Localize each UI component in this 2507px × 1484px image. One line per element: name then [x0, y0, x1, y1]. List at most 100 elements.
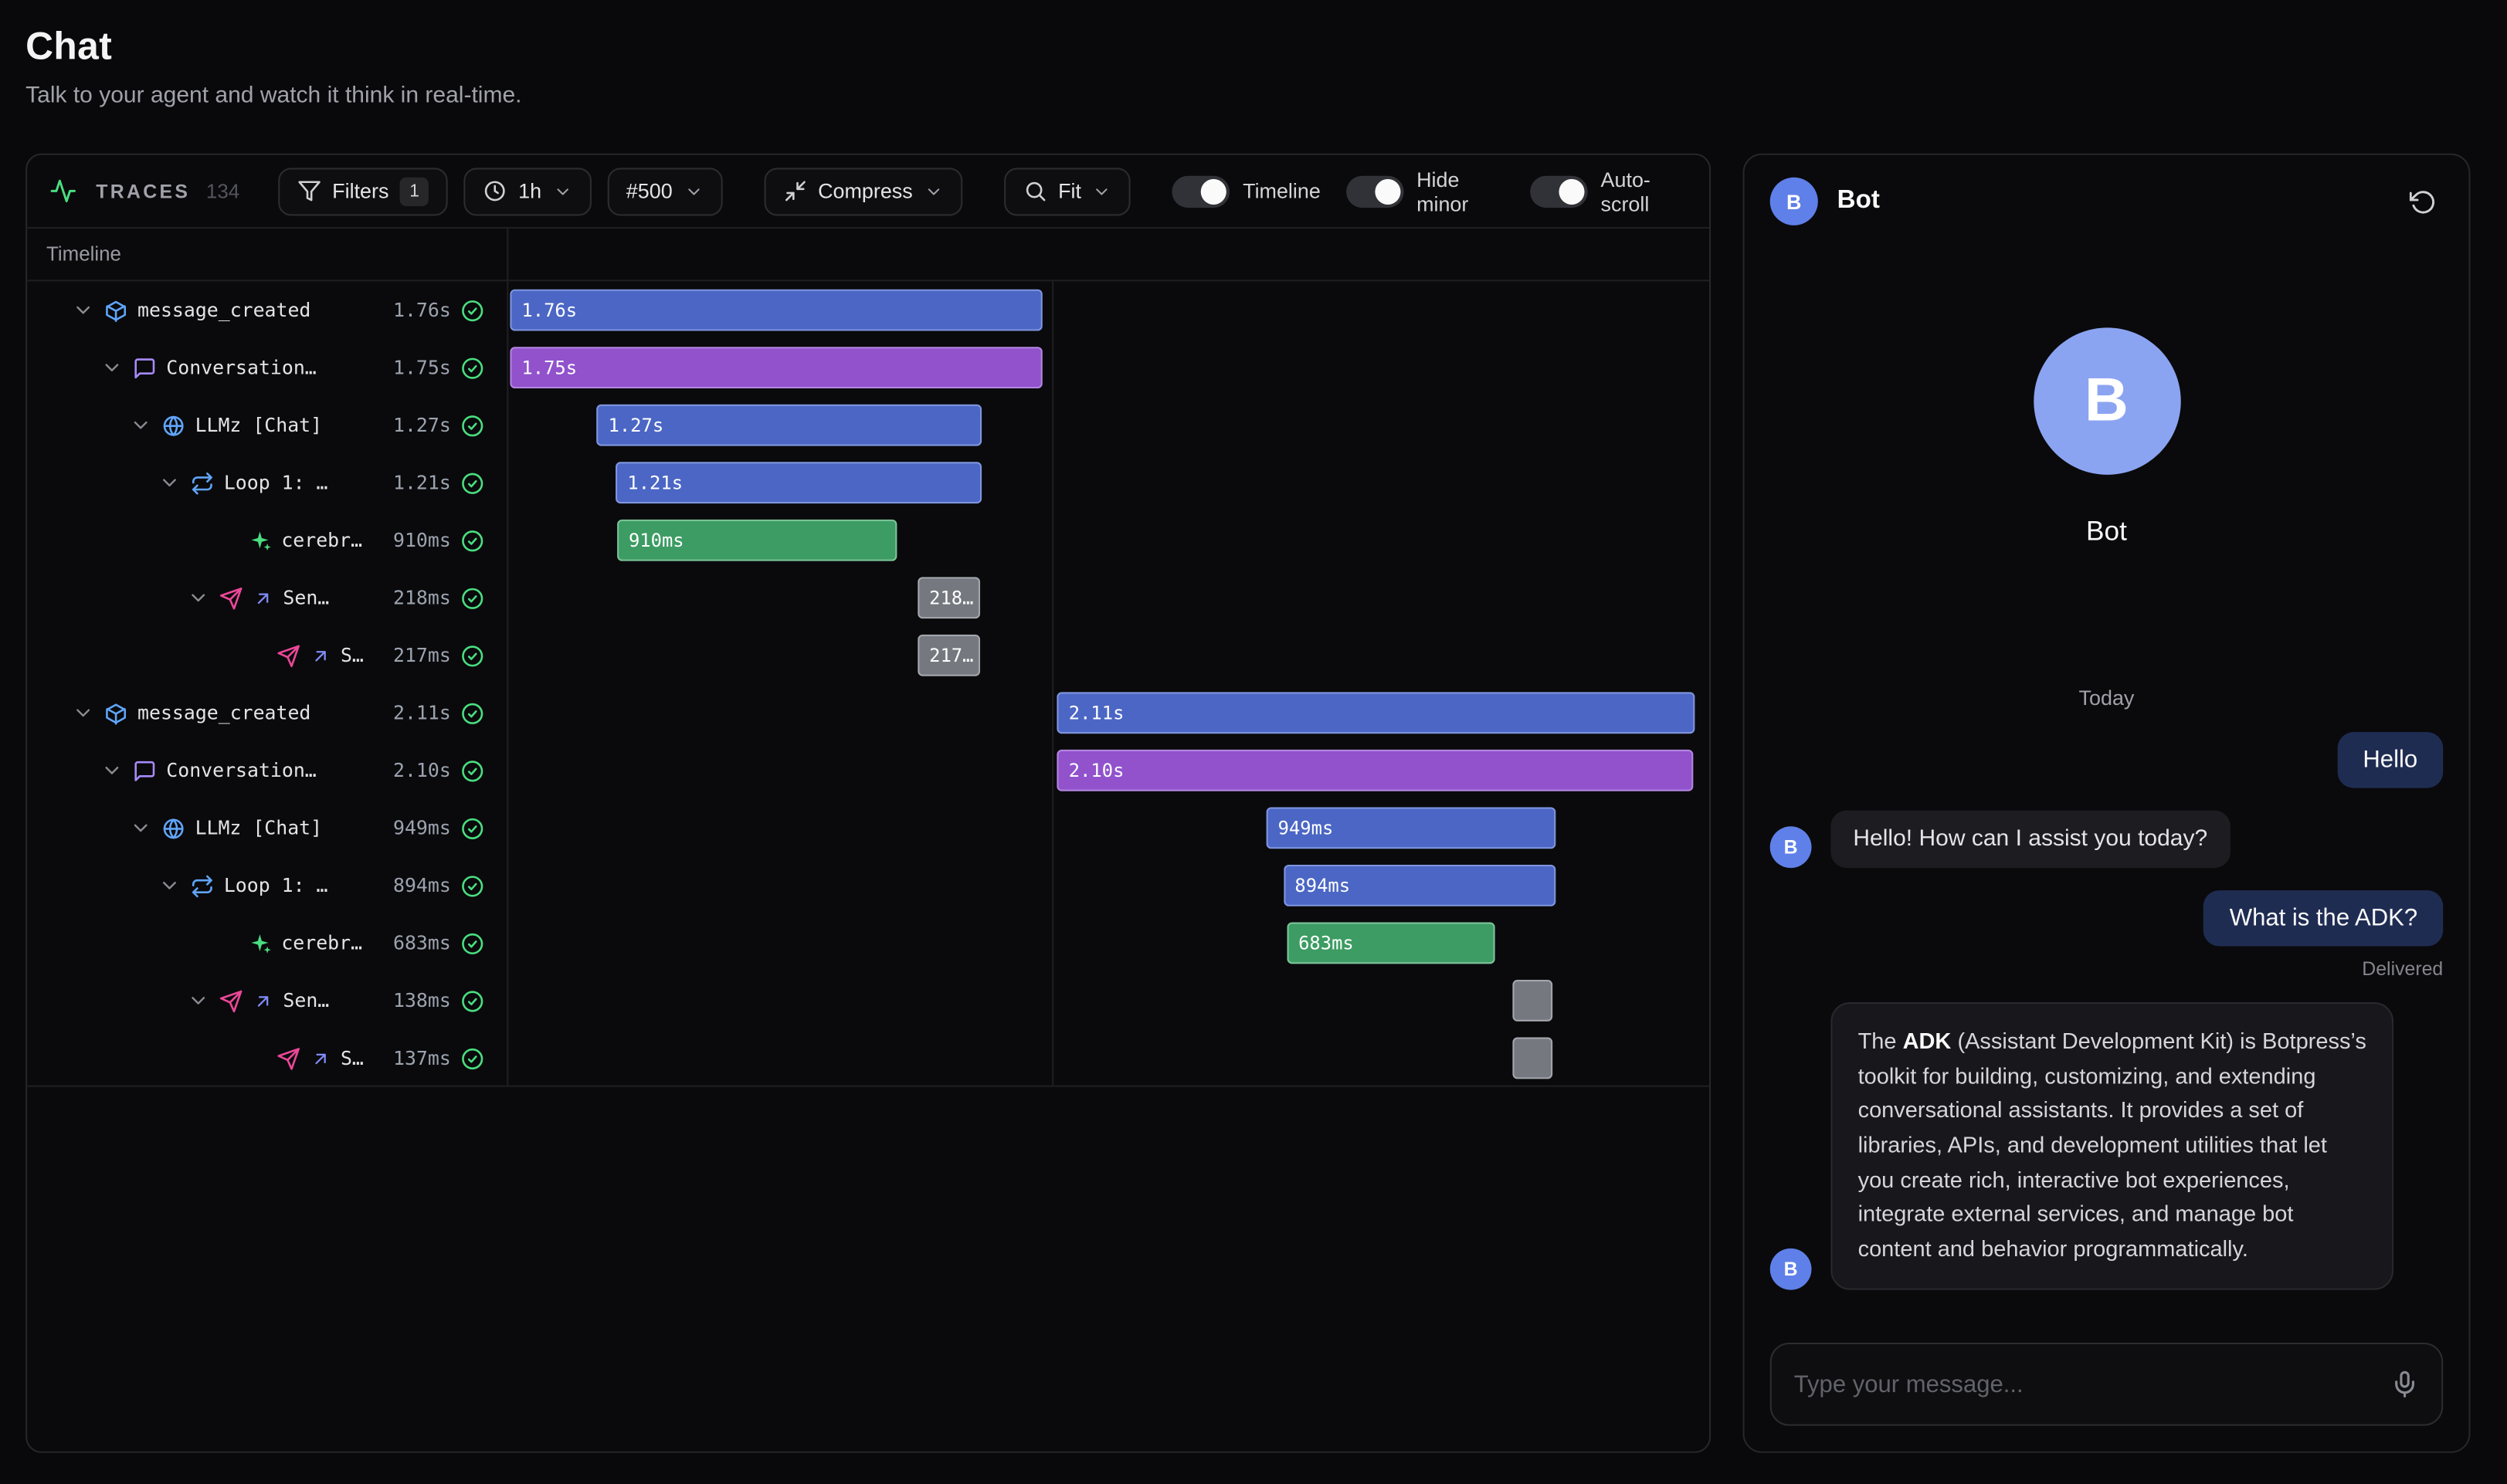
- bar-duration-label: 949ms: [1277, 816, 1334, 839]
- timeline-track: [507, 1029, 1709, 1087]
- chevron-down-icon: [924, 181, 943, 201]
- chevron-down-icon[interactable]: [100, 357, 123, 379]
- timeline-bar[interactable]: 910ms: [617, 519, 898, 561]
- trace-row[interactable]: Loop 1: … 894ms 894ms: [27, 857, 1709, 915]
- toggle-timeline[interactable]: [1172, 174, 1230, 208]
- bot-avatar: B: [1769, 177, 1818, 225]
- timeline-bar[interactable]: 1.21s: [616, 462, 982, 504]
- trace-row[interactable]: cerebr… 910ms 910ms: [27, 511, 1709, 569]
- compress-dropdown[interactable]: Compress: [763, 167, 962, 215]
- check-circle-icon: [460, 873, 484, 897]
- send-icon: [276, 1046, 300, 1070]
- timeline-track: 1.76s: [507, 281, 1709, 339]
- trace-row-label: Sen… 218ms: [27, 569, 507, 627]
- timeline-bar[interactable]: 218…: [918, 577, 981, 619]
- page-header: Chat Talk to your agent and watch it thi…: [25, 25, 521, 109]
- chevron-down-icon[interactable]: [100, 759, 123, 781]
- trace-row-label: LLMz [Chat] 949ms: [27, 799, 507, 857]
- date-divider: Today: [2078, 686, 2135, 710]
- trace-row[interactable]: LLMz [Chat] 1.27s 1.27s: [27, 396, 1709, 454]
- chevron-down-icon[interactable]: [130, 817, 152, 839]
- timeline-track: 2.10s: [507, 742, 1709, 800]
- bot-message: Hello! How can I assist you today?: [1830, 810, 2231, 869]
- timeline-track: 1.75s: [507, 339, 1709, 397]
- trace-row[interactable]: cerebr… 683ms 683ms: [27, 914, 1709, 972]
- trace-row[interactable]: Conversation… 2.10s 2.10s: [27, 742, 1709, 800]
- timeline-bar[interactable]: [1513, 980, 1553, 1022]
- trace-row[interactable]: S… 217ms 217…: [27, 627, 1709, 685]
- trace-row[interactable]: Sen… 218ms 218…: [27, 569, 1709, 627]
- fit-dropdown[interactable]: Fit: [1003, 167, 1131, 215]
- trace-row[interactable]: LLMz [Chat] 949ms 949ms: [27, 799, 1709, 857]
- timeline-bar[interactable]: 894ms: [1283, 864, 1555, 906]
- timeline-bar[interactable]: 1.27s: [596, 404, 982, 446]
- limit-value: #500: [626, 178, 673, 203]
- trace-row[interactable]: message_created 1.76s 1.76s: [27, 281, 1709, 339]
- check-circle-icon: [460, 298, 484, 322]
- arrow-up-right-icon: [310, 645, 331, 666]
- arrow-up-right-icon: [253, 588, 273, 608]
- toggle-auto-scroll[interactable]: [1530, 174, 1588, 208]
- trace-duration: 910ms: [393, 529, 451, 552]
- chevron-spacer: [245, 644, 267, 666]
- chevron-down-icon[interactable]: [158, 472, 181, 494]
- timeline-bar[interactable]: 683ms: [1287, 922, 1495, 964]
- check-circle-icon: [460, 471, 484, 495]
- filter-icon: [297, 179, 321, 203]
- timeline-track: 217…: [507, 627, 1709, 685]
- bot-hero-name: Bot: [2086, 516, 2127, 547]
- filters-button[interactable]: Filters 1: [277, 167, 449, 215]
- trace-row[interactable]: S… 137ms: [27, 1029, 1709, 1087]
- trace-row[interactable]: message_created 2.11s 2.11s: [27, 684, 1709, 742]
- timeline-bar[interactable]: [1513, 1037, 1553, 1079]
- loop-icon: [190, 471, 214, 495]
- timeline-track: 1.27s: [507, 396, 1709, 454]
- timeline-bar[interactable]: 2.10s: [1057, 749, 1694, 791]
- trace-row[interactable]: Sen… 138ms: [27, 972, 1709, 1030]
- fit-label: Fit: [1058, 178, 1082, 203]
- toggle-knob: [1375, 178, 1401, 204]
- time-range-dropdown[interactable]: 1h: [463, 167, 592, 215]
- trace-name: Loop 1: …: [223, 874, 328, 897]
- toggle-label: Hide minor: [1416, 167, 1469, 215]
- check-circle-icon: [460, 356, 484, 380]
- bot-message-row: B The ADK (Assistant Development Kit) is …: [1769, 1002, 2444, 1290]
- timeline-bar[interactable]: 949ms: [1267, 807, 1557, 849]
- timeline-bar[interactable]: 1.75s: [510, 347, 1043, 389]
- chevron-down-icon[interactable]: [72, 299, 94, 321]
- trace-rows: message_created 1.76s 1.76s Conversation… 1.…: [27, 281, 1710, 1087]
- trace-row-label: Loop 1: … 1.21s: [27, 454, 507, 512]
- limit-dropdown[interactable]: #500: [606, 167, 722, 215]
- check-circle-icon: [460, 643, 484, 667]
- timeline-track: 1.21s: [507, 454, 1709, 512]
- toggle-label: Timeline: [1243, 178, 1321, 203]
- microphone-icon[interactable]: [2390, 1370, 2419, 1398]
- filters-label: Filters: [332, 178, 389, 203]
- message-input[interactable]: [1793, 1370, 2375, 1398]
- toggle-group: Timeline: [1172, 174, 1321, 208]
- bot-name: Bot: [1837, 187, 1880, 215]
- compress-label: Compress: [818, 178, 913, 203]
- restart-conversation-button[interactable]: [2404, 181, 2444, 222]
- chevron-down-icon[interactable]: [158, 874, 181, 896]
- chevron-down-icon[interactable]: [72, 702, 94, 724]
- bar-duration-label: 1.27s: [608, 414, 664, 437]
- trace-row[interactable]: Conversation… 1.75s 1.75s: [27, 339, 1709, 397]
- timeline-bar[interactable]: 217…: [918, 634, 981, 676]
- trace-name: cerebr…: [281, 931, 363, 954]
- chevron-down-icon[interactable]: [130, 414, 152, 436]
- trace-name: Sen…: [283, 989, 330, 1012]
- message-list: Hello B Hello! How can I assist you today?…: [1769, 710, 2444, 1290]
- chevron-down-icon[interactable]: [187, 587, 209, 609]
- trace-name: S…: [340, 644, 364, 667]
- trace-row-label: cerebr… 683ms: [27, 914, 507, 972]
- toggle-hide-minor[interactable]: [1345, 174, 1404, 208]
- trace-row-label: message_created 1.76s: [27, 281, 507, 339]
- timeline-bar[interactable]: 1.76s: [510, 289, 1043, 331]
- trace-row[interactable]: Loop 1: … 1.21s 1.21s: [27, 454, 1709, 512]
- sparkles-icon: [248, 528, 272, 552]
- trace-row-label: LLMz [Chat] 1.27s: [27, 396, 507, 454]
- globe-icon: [161, 816, 185, 840]
- chevron-down-icon[interactable]: [187, 989, 209, 1011]
- timeline-bar[interactable]: 2.11s: [1057, 692, 1695, 734]
